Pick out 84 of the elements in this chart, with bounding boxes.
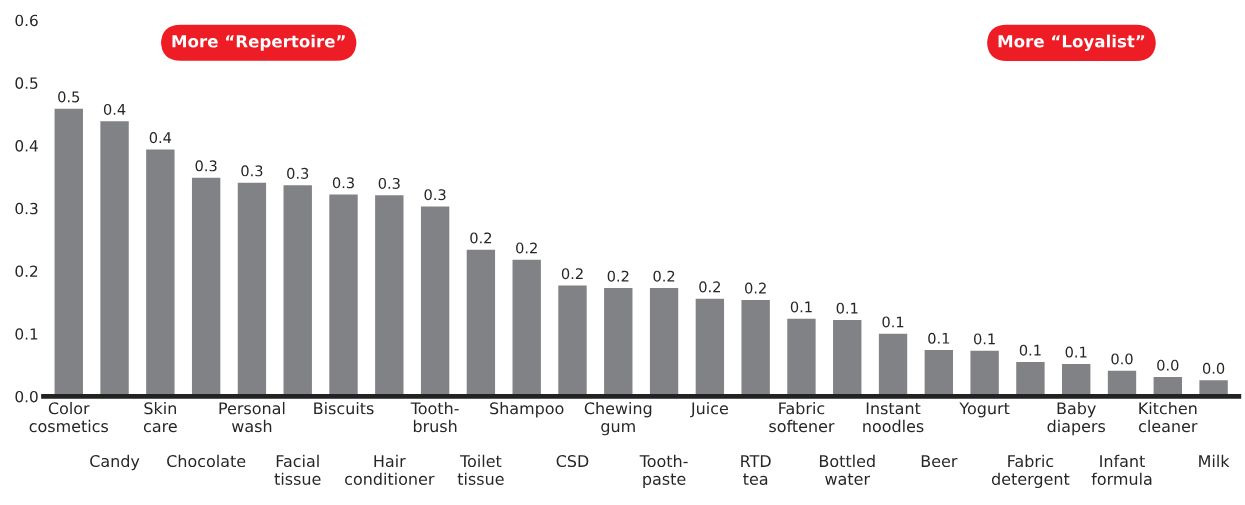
annotation: More “Repertoire”	[172, 34, 345, 51]
data-label: 0.2	[745, 282, 766, 294]
bar	[877, 332, 909, 397]
y-tick-label: 0.4	[15, 140, 38, 152]
x-tick-label: Facial tissue	[274, 454, 321, 486]
y-tick-label: 0.5	[15, 77, 38, 89]
x-tick-label: Fabric softener	[769, 401, 835, 433]
annotation: More “Loyalist”	[998, 34, 1145, 51]
bar	[1106, 369, 1138, 397]
x-tick-label: Infant formula	[1091, 454, 1152, 486]
data-label: 0.1	[973, 333, 995, 345]
data-label: 0.0	[1111, 353, 1133, 365]
x-tick-label: Toilet tissue	[457, 454, 504, 486]
data-label: 0.2	[470, 232, 492, 244]
y-tick-label: 0.6	[15, 14, 38, 27]
x-tick-label: Tooth- brush	[410, 401, 459, 433]
data-label: 0.1	[836, 302, 858, 314]
bar	[923, 348, 955, 397]
data-label: 0.3	[424, 189, 446, 201]
data-label: 0.2	[607, 270, 629, 282]
x-tick-label: Biscuits	[314, 401, 374, 415]
x-tick-label: Juice	[690, 401, 728, 418]
x-tick-label: Baby diapers	[1047, 401, 1106, 436]
data-label: 0.2	[653, 270, 675, 282]
data-label: 0.1	[1065, 346, 1087, 358]
bar	[190, 176, 222, 397]
y-tick-label: 0.0	[15, 390, 38, 403]
data-label: 0.3	[332, 177, 354, 189]
data-label: 0.2	[516, 242, 537, 254]
data-label: 0.3	[195, 160, 217, 172]
x-tick-label: Chewing gum	[584, 401, 652, 436]
x-tick-label: Fabric detergent	[991, 454, 1070, 489]
data-label: 0.0	[1202, 362, 1225, 374]
data-label: 0.2	[699, 281, 720, 293]
x-tick-label: Yogurt	[959, 402, 1010, 418]
bar	[740, 298, 772, 397]
data-label: 0.3	[241, 165, 263, 177]
bar	[785, 317, 818, 397]
bar	[648, 286, 680, 397]
x-tick-label: Shampoo	[490, 401, 564, 418]
x-tick-label: RTD tea	[741, 455, 771, 486]
data-label: 0.3	[287, 167, 309, 179]
data-label: 0.5	[58, 91, 80, 103]
data-label: 0.1	[928, 332, 950, 344]
x-tick-label: Candy	[90, 454, 140, 471]
bar	[694, 297, 726, 397]
bar	[236, 181, 268, 397]
bar	[419, 205, 451, 397]
y-tick-label: 0.2	[15, 265, 38, 278]
x-tick-label: Chocolate	[167, 454, 246, 468]
data-label: 0.4	[149, 132, 172, 144]
data-label: 0.3	[378, 177, 400, 189]
bar	[1060, 362, 1092, 397]
x-tick-label: Milk	[1199, 454, 1230, 467]
y-tick-label: 0.1	[15, 328, 38, 340]
data-label: 0.1	[882, 316, 904, 328]
bar	[282, 183, 314, 397]
x-tick-label: Instant noodles	[863, 402, 924, 433]
x-tick-label: CSD	[556, 455, 589, 468]
bar	[556, 284, 589, 397]
x-tick-label: Personal wash	[219, 401, 285, 433]
bar	[53, 107, 85, 397]
data-label: 0.4	[103, 103, 126, 115]
bar	[373, 193, 405, 397]
data-label: 0.2	[561, 268, 583, 280]
y-tick-label: 0.3	[15, 202, 38, 215]
x-tick-label: Skin care	[143, 401, 177, 433]
x-tick-label: Beer	[921, 455, 958, 468]
x-tick-label: Tooth- paste	[639, 454, 688, 489]
x-tick-label: Kitchen cleaner	[1139, 401, 1198, 433]
bar	[969, 349, 1001, 397]
bar	[327, 193, 360, 397]
bar	[602, 286, 634, 397]
x-tick-label: Hair conditioner	[345, 454, 435, 486]
bar	[511, 258, 543, 397]
bar	[98, 119, 131, 397]
bar	[831, 318, 863, 397]
bar	[144, 148, 176, 397]
data-label: 0.0	[1157, 359, 1179, 371]
bar	[465, 248, 497, 397]
x-tick-label: Bottled water	[819, 454, 875, 486]
data-label: 0.1	[790, 301, 812, 313]
bar	[1014, 360, 1046, 397]
data-label: 0.1	[1019, 344, 1041, 356]
